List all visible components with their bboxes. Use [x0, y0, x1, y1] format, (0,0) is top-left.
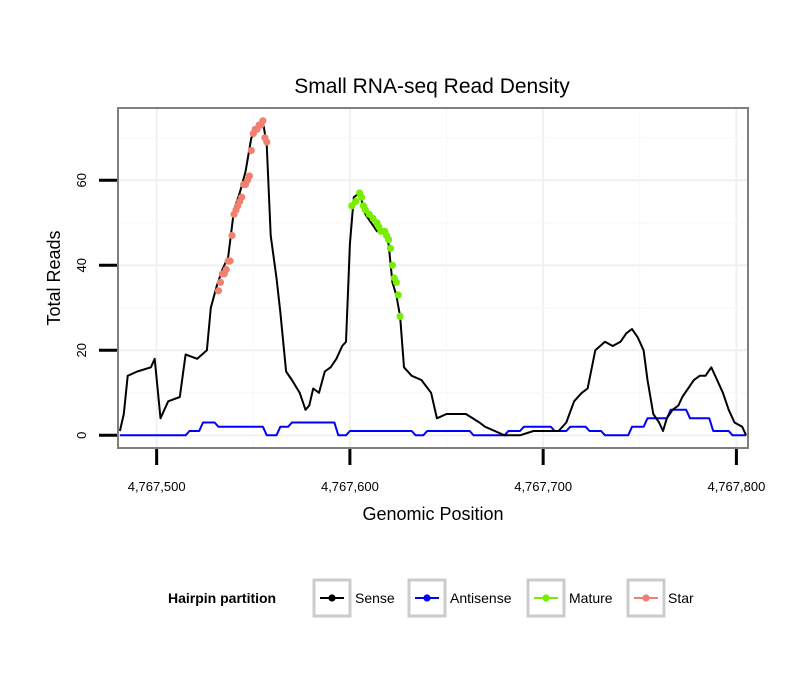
mature-point-13: [385, 236, 393, 244]
mature-point-17: [392, 278, 400, 286]
y-tick-label-2: 40: [74, 258, 89, 272]
legend: Hairpin partition Sense Antisense Mature St…: [168, 578, 694, 618]
series-layer: [118, 117, 748, 437]
mature-point-15: [388, 261, 396, 269]
grid-layer: [118, 108, 748, 448]
x-tick-label-2: 4,767,700: [514, 479, 572, 494]
x-axis: 4,767,500 4,767,600 4,767,700 4,767,800: [128, 449, 765, 494]
mature-point-18: [394, 291, 402, 299]
x-tick-label-0: 4,767,500: [128, 479, 186, 494]
plot-panel-border: [117, 107, 749, 449]
mature-point-1: [352, 197, 360, 206]
plot-panel: [118, 108, 748, 448]
star-point-25: [263, 138, 271, 146]
star-point-0: [214, 287, 223, 295]
antisense-series-line: [119, 408, 747, 437]
x-axis-title: Genomic Position: [362, 504, 503, 524]
legend-key-point-antisense: [423, 594, 431, 602]
star-point-7: [228, 231, 236, 240]
star-point-6: [226, 257, 234, 265]
legend-key-point-mature: [542, 594, 550, 602]
x-tick-label-3: 4,767,800: [707, 479, 765, 494]
legend-key-point-sense: [328, 594, 336, 602]
mature-point-14: [386, 244, 395, 252]
y-tick-label-0: 0: [74, 432, 89, 439]
star-point-16: [245, 172, 253, 180]
mature-point-19: [396, 312, 404, 320]
legend-label-mature: Mature: [569, 590, 613, 606]
y-tick-label-1: 20: [74, 343, 89, 357]
legend-key-point-star: [642, 594, 650, 602]
y-axis: 0 20 40 60: [74, 173, 117, 439]
legend-label-antisense: Antisense: [450, 590, 512, 606]
x-tick-label-1: 4,767,600: [321, 479, 379, 494]
y-tick-label-3: 60: [74, 173, 89, 187]
star-point-4: [222, 265, 230, 274]
legend-label-star: Star: [668, 590, 694, 606]
chart-title: Small RNA-seq Read Density: [294, 75, 570, 98]
star-point-17: [247, 146, 255, 155]
star-point-23: [259, 117, 267, 125]
star-point-1: [216, 278, 224, 286]
mature-point-3: [357, 193, 366, 201]
star-point-12: [238, 193, 246, 201]
y-axis-title: Total Reads: [44, 230, 64, 325]
legend-title: Hairpin partition: [168, 590, 276, 606]
legend-label-sense: Sense: [355, 590, 395, 606]
